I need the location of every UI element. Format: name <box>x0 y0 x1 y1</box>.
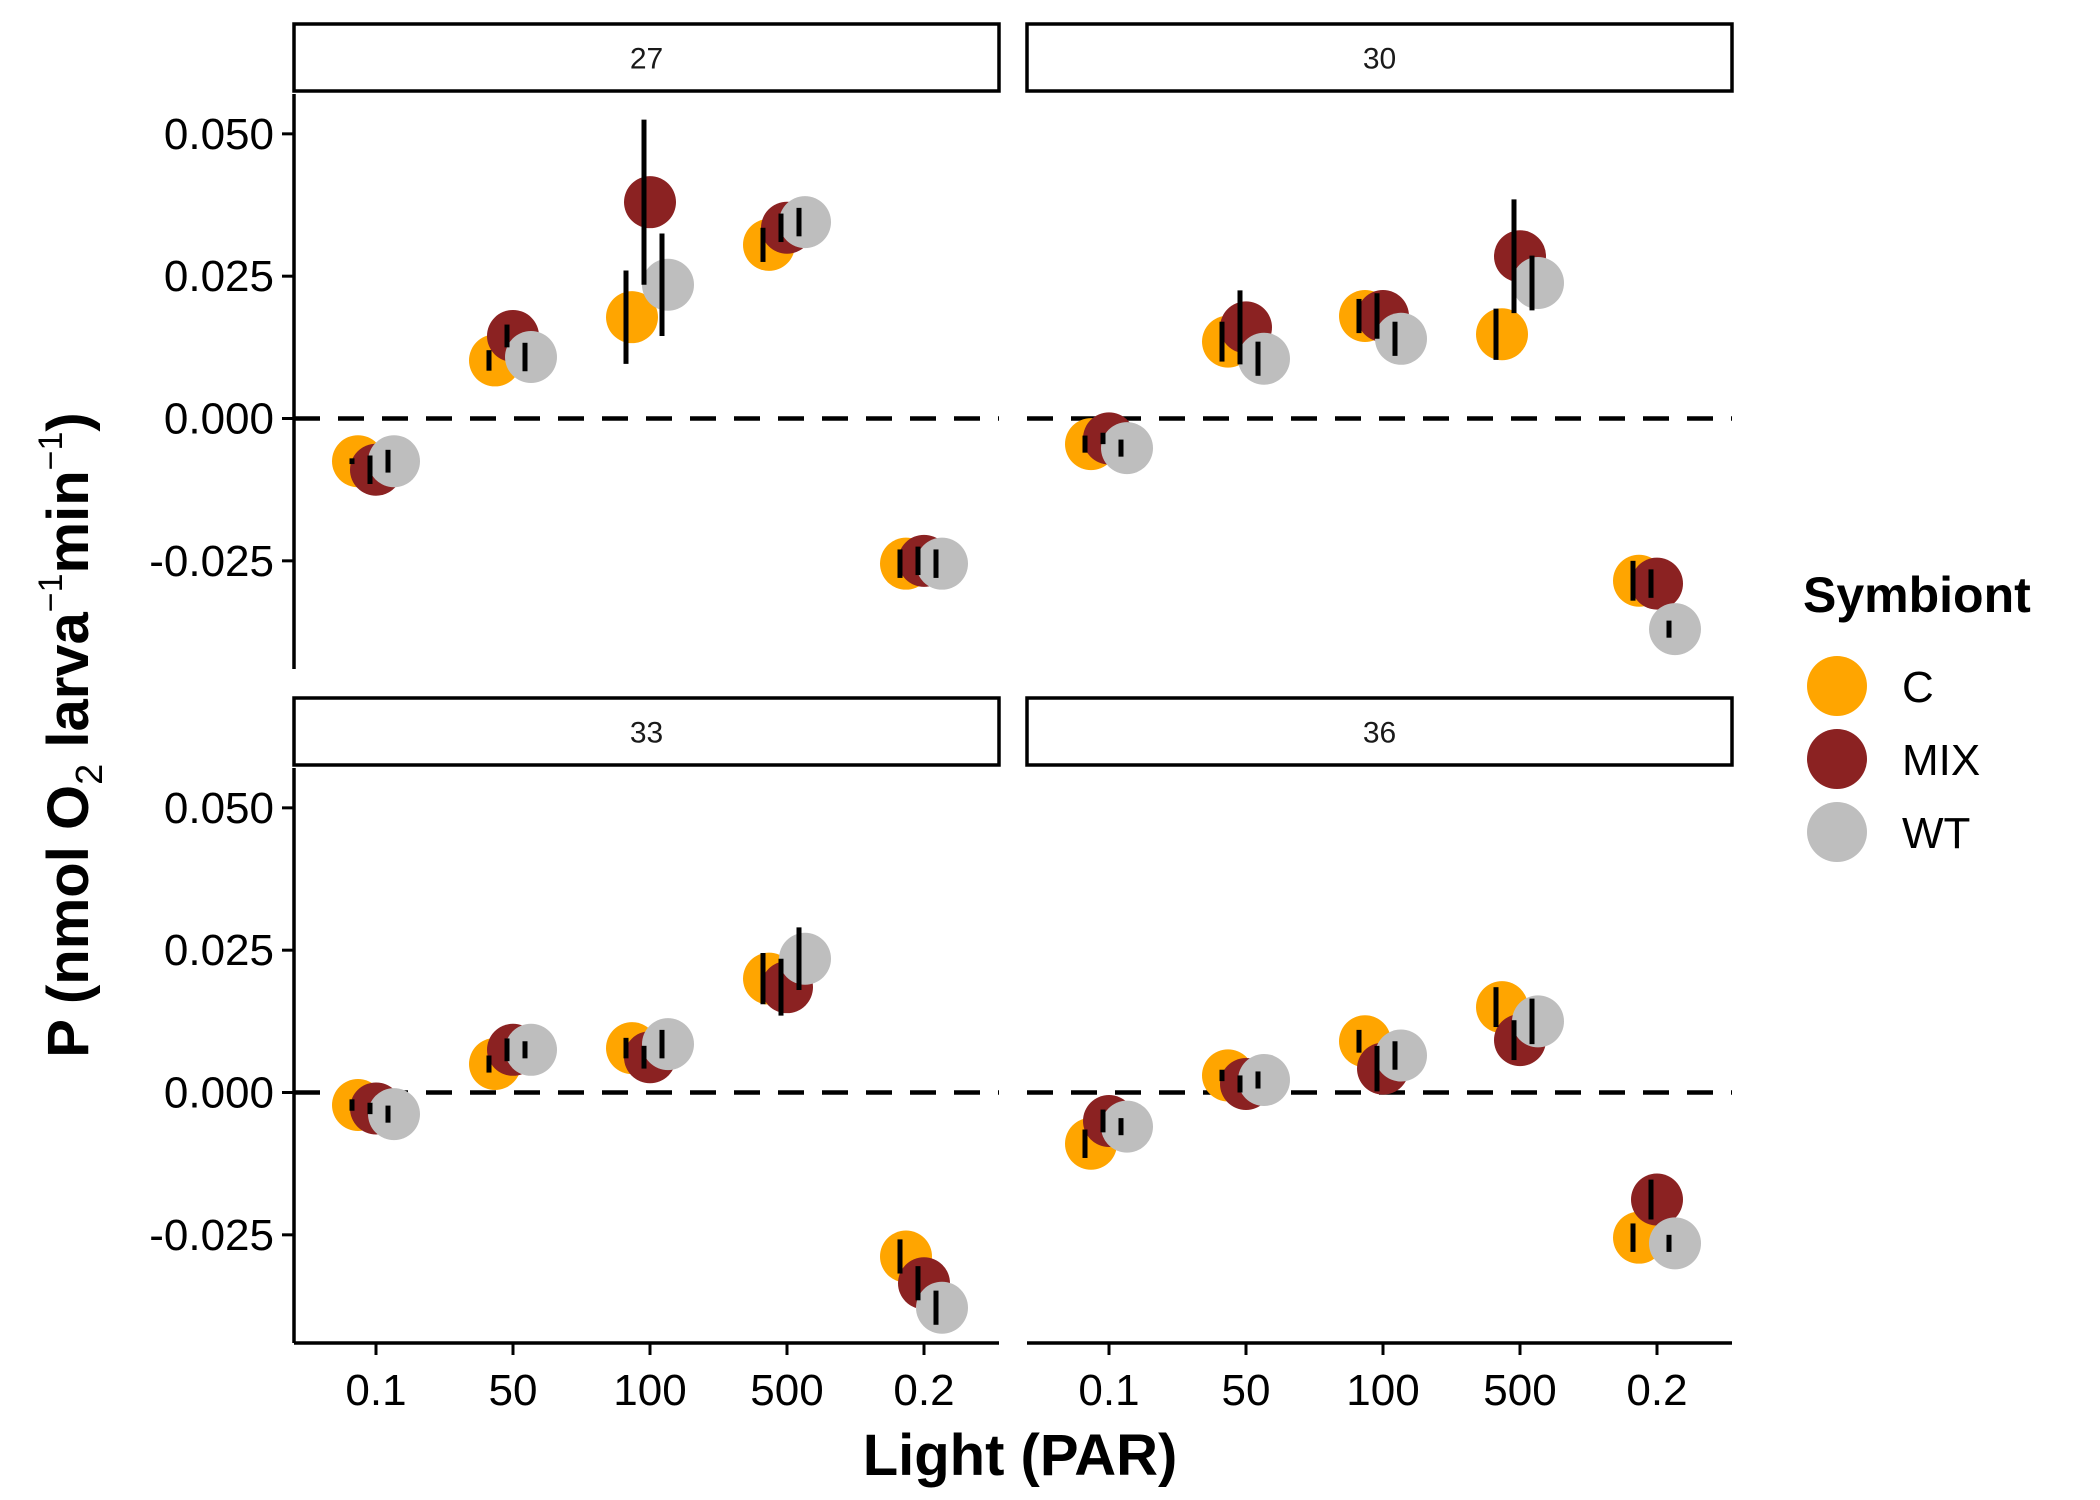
point-WT-0.1 <box>1101 1100 1153 1153</box>
point-MIX-0.2 <box>1631 557 1683 610</box>
facet-strip <box>292 22 1001 93</box>
panel-36: 36 <box>1025 696 1734 1270</box>
point-WT-50 <box>1238 332 1290 385</box>
point-WT-0.2 <box>1649 1217 1701 1270</box>
y-tick-label: 0.000 <box>164 1069 274 1118</box>
panel-33: 33 <box>292 696 1001 1334</box>
point-WT-100 <box>1375 312 1427 365</box>
point-WT-0.1 <box>368 435 420 488</box>
point-WT-100 <box>642 258 694 311</box>
point-C-500 <box>1476 308 1528 361</box>
x-tick-label: 100 <box>613 1366 686 1415</box>
panel-30: 30 <box>1025 22 1734 656</box>
facet-strip-label: 27 <box>630 43 663 76</box>
facet-strip-label: 30 <box>1363 43 1396 76</box>
x-axis-title: Light (PAR) <box>863 1423 1178 1488</box>
x-tick-label: 50 <box>489 1366 538 1415</box>
point-WT-50 <box>505 1023 557 1076</box>
legend-swatch-WT <box>1807 802 1867 862</box>
y-tick-label: -0.025 <box>149 537 274 586</box>
y-tick-label: 0.000 <box>164 395 274 444</box>
x-tick-label: 500 <box>1483 1366 1556 1415</box>
point-C-100 <box>606 291 658 344</box>
legend-title: Symbiont <box>1803 567 2031 623</box>
facet-strip <box>1025 696 1734 767</box>
point-WT-50 <box>1238 1053 1290 1106</box>
point-WT-0.2 <box>916 1281 968 1334</box>
facet-strip-label: 33 <box>630 717 663 750</box>
facet-strip <box>1025 22 1734 93</box>
point-MIX-0.2 <box>1631 1173 1683 1226</box>
y-tick-label: 0.025 <box>164 252 274 301</box>
point-MIX-100 <box>624 176 676 229</box>
panel-27: 27 <box>292 22 1001 590</box>
point-WT-500 <box>779 196 831 249</box>
legend-swatch-MIX <box>1807 729 1867 789</box>
x-tick-label: 0.1 <box>345 1366 406 1415</box>
legend-label-WT: WT <box>1902 809 1970 858</box>
y-axis-title: P (nmol O2 larva−1min−1) <box>32 412 111 1058</box>
point-WT-0.1 <box>368 1088 420 1141</box>
y-tick-label: 0.050 <box>164 110 274 159</box>
point-WT-0.2 <box>916 537 968 590</box>
facet-strip <box>292 696 1001 767</box>
point-WT-100 <box>642 1018 694 1071</box>
y-tick-label: -0.025 <box>149 1211 274 1260</box>
point-WT-500 <box>1512 995 1564 1048</box>
legend-label-C: C <box>1902 663 1934 712</box>
point-WT-500 <box>779 932 831 985</box>
y-tick-label: 0.050 <box>164 784 274 833</box>
x-tick-label: 0.1 <box>1078 1366 1139 1415</box>
legend-swatch-C <box>1807 656 1867 716</box>
point-WT-100 <box>1375 1029 1427 1082</box>
y-tick-label: 0.025 <box>164 926 274 975</box>
x-tick-label: 500 <box>750 1366 823 1415</box>
x-tick-label: 0.2 <box>1626 1366 1687 1415</box>
point-WT-0.2 <box>1649 603 1701 656</box>
x-tick-label: 50 <box>1222 1366 1271 1415</box>
point-WT-500 <box>1512 257 1564 310</box>
point-WT-50 <box>505 331 557 384</box>
x-tick-label: 100 <box>1346 1366 1419 1415</box>
point-WT-0.1 <box>1101 422 1153 475</box>
facet-strip-label: 36 <box>1363 717 1396 750</box>
x-tick-label: 0.2 <box>893 1366 954 1415</box>
legend-label-MIX: MIX <box>1902 736 1980 785</box>
